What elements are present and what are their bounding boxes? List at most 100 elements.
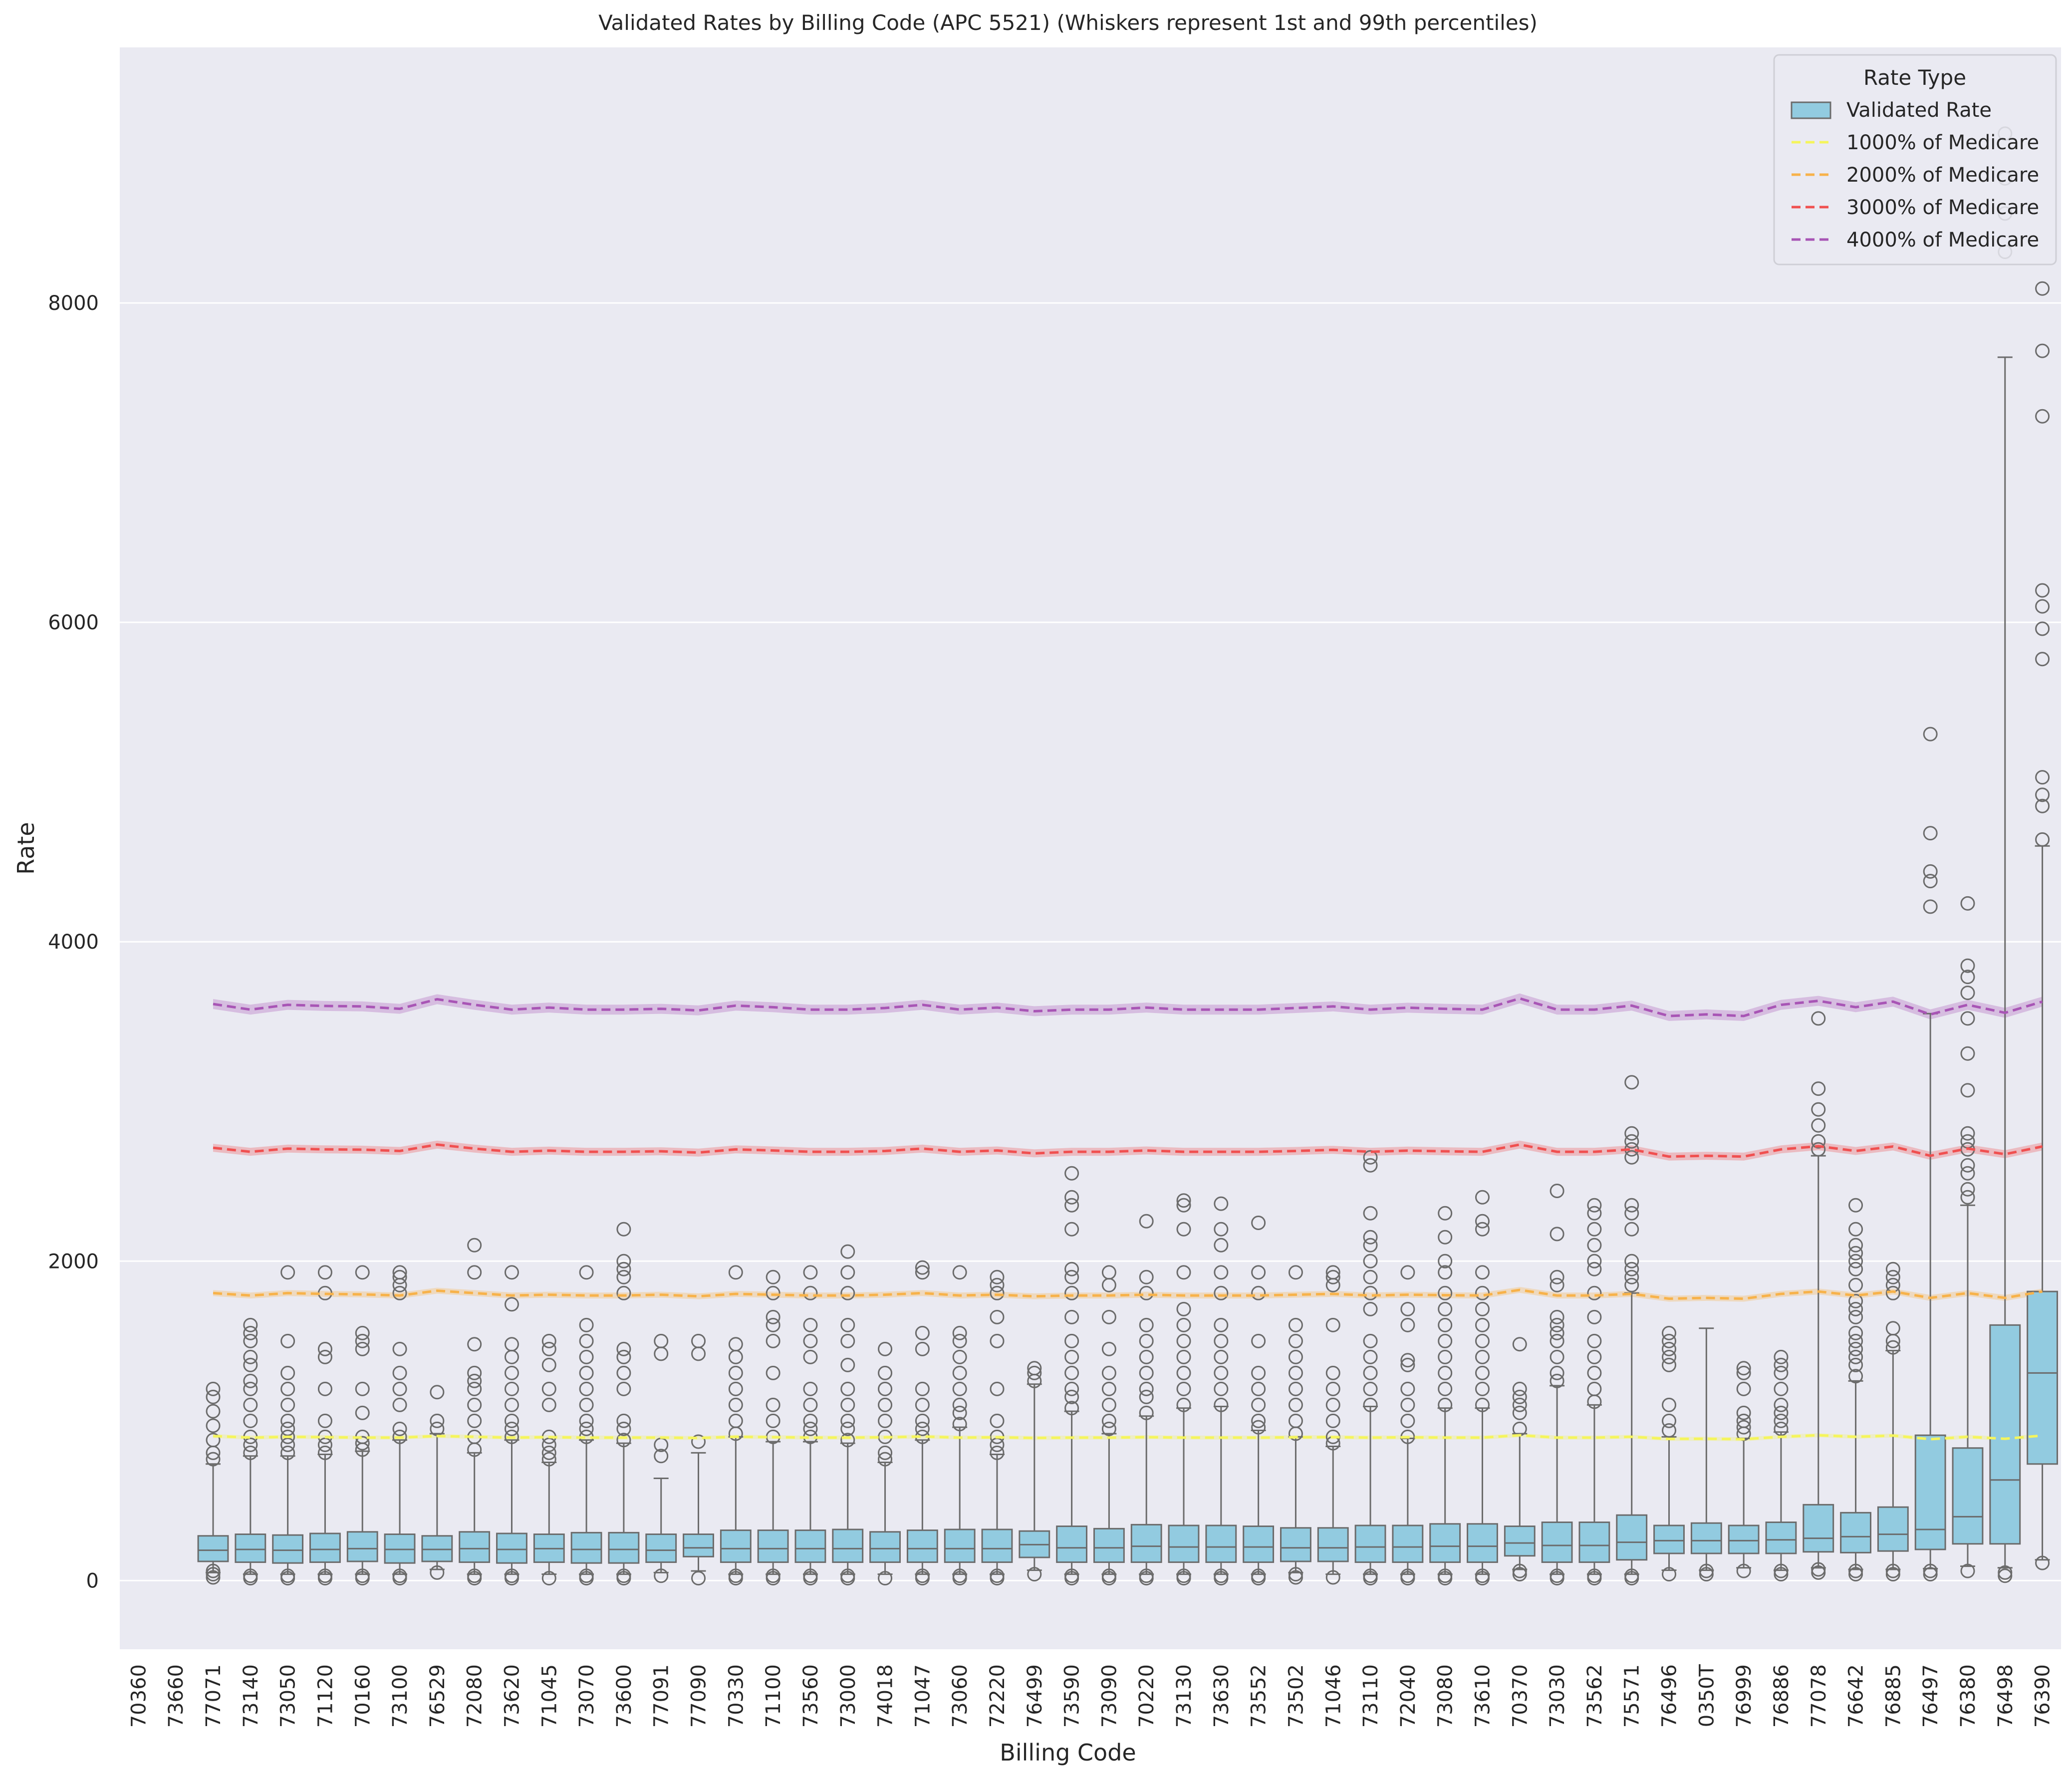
- outlier-74018-6: [878, 1381, 893, 1396]
- outlier-73140-12: [243, 1325, 258, 1340]
- outlier-76529-3: [430, 1385, 445, 1400]
- outlier-73060-6: [952, 1365, 967, 1380]
- outlier-70330-4: [728, 1397, 743, 1412]
- box-group-72040: [1392, 1265, 1424, 1586]
- x-tick-label-76529: 76529: [426, 1664, 449, 1728]
- outlier-76886-9: [1774, 1349, 1789, 1364]
- outlier-73100-1: [392, 1568, 407, 1583]
- outlier-70330-5: [728, 1381, 743, 1396]
- outlier-73090-8: [1101, 1309, 1116, 1324]
- outlier-71046-3: [1325, 1413, 1340, 1428]
- box-group-73060: [944, 1265, 976, 1586]
- outlier-73080-6: [1438, 1333, 1453, 1348]
- outlier-73600-12: [616, 1254, 631, 1269]
- box-72080: [459, 1531, 491, 1563]
- outlier-70330-6: [728, 1365, 743, 1380]
- outlier-77090-0: [691, 1571, 706, 1586]
- box-group-75571: [1616, 1075, 1648, 1586]
- box-group-70370: [1504, 1337, 1536, 1582]
- outlier-76885-7: [1885, 1269, 1900, 1284]
- outlier-76642-9: [1848, 1301, 1863, 1316]
- x-tick-label-76498: 76498: [1994, 1664, 2017, 1728]
- box-group-70220: [1130, 1214, 1162, 1586]
- outlier-73562-6: [1587, 1333, 1602, 1348]
- outlier-76380-2: [1960, 1182, 1975, 1197]
- outlier-76999-4: [1736, 1405, 1751, 1420]
- outlier-73110-9: [1363, 1269, 1378, 1284]
- y-tick-label-8000: 8000: [48, 292, 99, 315]
- outlier-73130-3: [1176, 1381, 1191, 1396]
- outlier-73502-1: [1288, 1567, 1303, 1582]
- outlier-76886-6: [1774, 1381, 1789, 1396]
- x-tick-label-72040: 72040: [1397, 1664, 1420, 1728]
- outlier-76642-8: [1848, 1309, 1863, 1324]
- outlier-70160-3: [355, 1436, 370, 1451]
- outlier-75571-13: [1624, 1075, 1639, 1090]
- outlier-73030-12: [1550, 1183, 1564, 1198]
- outlier-73502-6: [1288, 1365, 1303, 1380]
- outlier-73600-3: [616, 1421, 631, 1436]
- x-tick-label-77071: 77071: [202, 1664, 225, 1728]
- outlier-73630-8: [1214, 1285, 1229, 1300]
- x-tick-label-76499: 76499: [1024, 1664, 1046, 1728]
- x-tick-label-72080: 72080: [464, 1664, 487, 1728]
- x-tick-label-70330: 70330: [725, 1664, 748, 1728]
- x-tick-label-73630: 73630: [1210, 1664, 1233, 1728]
- box-group-71045: [533, 1333, 565, 1586]
- x-tick-label-71046: 71046: [1322, 1664, 1345, 1728]
- outlier-71046-4: [1325, 1397, 1340, 1412]
- y-tick-label-4000: 4000: [48, 931, 99, 954]
- outlier-73560-6: [803, 1381, 818, 1396]
- outlier-70220-5: [1139, 1365, 1154, 1380]
- outlier-76496-4: [1662, 1357, 1677, 1372]
- box-group-73130: [1168, 1193, 1200, 1586]
- outlier-73080-3: [1438, 1381, 1453, 1396]
- outlier-73050-5: [280, 1421, 295, 1436]
- x-tick-label-76999: 76999: [1733, 1664, 1756, 1728]
- outlier-76390-9: [2035, 409, 2050, 424]
- outlier-70160-5: [355, 1405, 370, 1420]
- outlier-71047-4: [915, 1413, 930, 1428]
- outlier-76496-8: [1662, 1325, 1677, 1340]
- outlier-73610-12: [1475, 1214, 1490, 1229]
- box-73590: [1056, 1525, 1088, 1563]
- legend: Rate Type Validated Rate 1000% of Medica…: [1773, 54, 2057, 265]
- outlier-73030-6: [1550, 1325, 1564, 1340]
- outlier-76642-13: [1848, 1254, 1863, 1269]
- outlier-76497-5: [1923, 826, 1938, 841]
- outlier-73130-2: [1176, 1397, 1191, 1412]
- outlier-73610-10: [1475, 1265, 1490, 1280]
- outlier-73030-5: [1550, 1333, 1564, 1348]
- outlier-71100-1: [766, 1568, 780, 1583]
- outlier-71120-10: [317, 1265, 332, 1280]
- outlier-73502-3: [1288, 1413, 1303, 1428]
- outlier-73502-7: [1288, 1349, 1303, 1364]
- outlier-73000-3: [840, 1421, 855, 1436]
- outlier-70330-9: [728, 1265, 743, 1280]
- outlier-76380-14: [1960, 896, 1975, 911]
- x-tick-label-76886: 76886: [1770, 1664, 1793, 1728]
- outlier-73552-9: [1251, 1265, 1266, 1280]
- x-tick-label-77091: 77091: [650, 1664, 673, 1728]
- legend-swatch-validated-rate: [1791, 101, 1831, 119]
- outlier-73552-5: [1251, 1381, 1266, 1396]
- outlier-76390-3: [2035, 787, 2050, 802]
- outlier-76999-7: [1736, 1361, 1751, 1376]
- line-4000-of-medicare: [213, 997, 2043, 1017]
- outlier-70330-1: [728, 1568, 743, 1583]
- outlier-73130-10: [1176, 1222, 1191, 1237]
- outlier-72220-7: [990, 1333, 1005, 1348]
- outlier-72220-2: [990, 1445, 1005, 1460]
- outlier-73130-12: [1176, 1193, 1191, 1208]
- x-tick-label-77078: 77078: [1808, 1664, 1830, 1728]
- outlier-71047-6: [915, 1381, 930, 1396]
- outlier-73620-7: [504, 1365, 519, 1380]
- box-group-73090: [1093, 1265, 1125, 1586]
- outlier-77091-1: [654, 1449, 669, 1464]
- outlier-73030-10: [1550, 1269, 1564, 1284]
- x-tick-label-70160: 70160: [351, 1664, 374, 1728]
- outlier-71047-1: [915, 1568, 930, 1583]
- outlier-73630-6: [1214, 1333, 1229, 1348]
- outlier-73050-6: [280, 1413, 295, 1428]
